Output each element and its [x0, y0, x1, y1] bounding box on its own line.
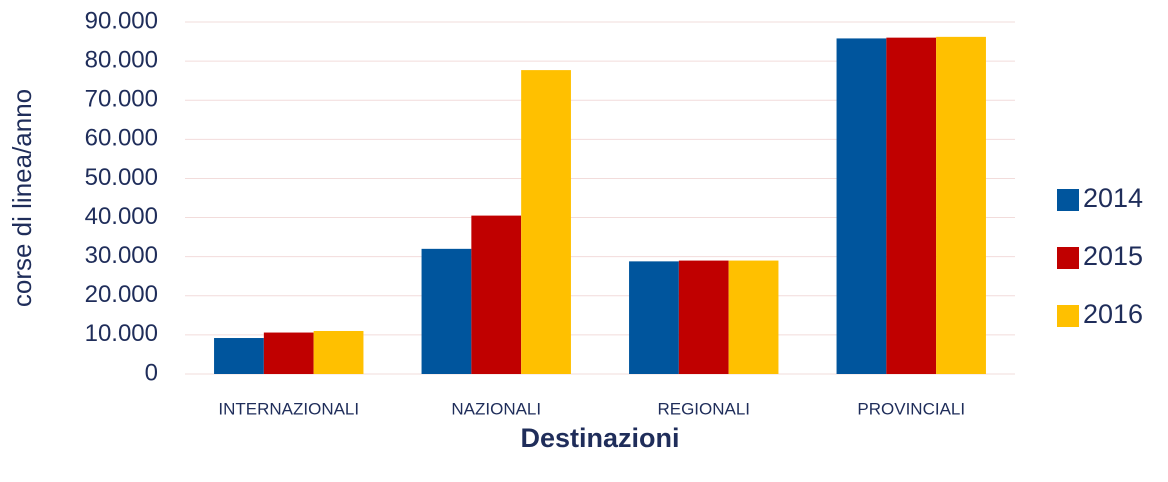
bar — [728, 260, 779, 374]
bar — [214, 338, 264, 374]
y-tick-label: 90.000 — [85, 7, 158, 34]
bar — [678, 260, 729, 374]
y-tick-label: 20.000 — [85, 281, 158, 308]
x-tick-label: PROVINCIALI — [857, 399, 965, 418]
legend-swatch — [1057, 247, 1079, 269]
y-tick-label: 10.000 — [85, 320, 158, 347]
x-axis-title: Destinazioni — [520, 423, 679, 453]
legend-label: 2015 — [1083, 241, 1143, 271]
legend-swatch — [1057, 189, 1079, 211]
bar — [629, 261, 679, 374]
y-tick-label: 30.000 — [85, 242, 158, 269]
x-tick-label: NAZIONALI — [451, 399, 541, 418]
legend-swatch — [1057, 305, 1079, 327]
y-tick-label: 60.000 — [85, 125, 158, 152]
x-tick-label: INTERNAZIONALI — [218, 399, 359, 418]
bar — [421, 248, 472, 374]
y-tick-label: 0 — [145, 359, 158, 386]
legend-label: 2016 — [1083, 299, 1143, 329]
bar — [936, 36, 986, 375]
bar — [313, 330, 364, 374]
bar — [471, 215, 522, 374]
y-tick-label: 70.000 — [85, 86, 158, 113]
x-tick-label: REGIONALI — [657, 399, 750, 418]
bar — [886, 37, 937, 375]
y-tick-label: 40.000 — [85, 203, 158, 230]
y-axis-title: corse di linea/anno — [7, 89, 37, 307]
y-tick-label: 50.000 — [85, 164, 158, 191]
legend-label: 2014 — [1083, 183, 1143, 213]
y-tick-label: 80.000 — [85, 46, 158, 73]
bar — [263, 332, 314, 374]
bar — [521, 70, 571, 375]
bar — [836, 38, 887, 374]
